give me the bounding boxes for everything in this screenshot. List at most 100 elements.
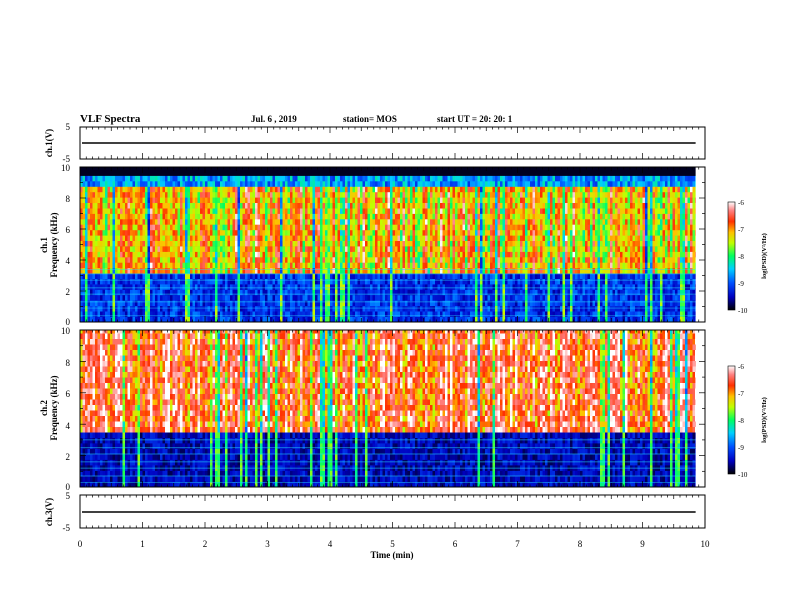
spectrogram-cell (492, 262, 496, 269)
spectrogram-cell (470, 316, 473, 322)
spectrogram-cell (150, 224, 153, 231)
spectrogram-cell (347, 218, 351, 225)
spectrogram-cell (475, 202, 478, 209)
spectrogram-cell (310, 251, 313, 258)
spectrogram-cell (272, 311, 276, 317)
spectrogram-cell (447, 213, 451, 220)
spectrogram-cell (432, 181, 436, 187)
spectrogram-cell (330, 289, 333, 296)
spectrogram-cell (352, 235, 356, 241)
spectrogram-cell (197, 284, 201, 290)
spectrogram-cell (277, 311, 281, 317)
spectrogram-cell (500, 191, 503, 198)
spectrogram-cell (347, 311, 351, 317)
spectrogram-cell (417, 170, 421, 176)
spectrogram-cell (125, 181, 128, 187)
spectrogram-cell (347, 191, 351, 198)
spectrogram-cell (462, 229, 466, 236)
spectrogram-cell (137, 300, 141, 307)
spectrogram-cell (185, 251, 188, 258)
spectrogram-cell (150, 256, 153, 263)
spectrogram-cell (82, 251, 86, 258)
spectrogram-cell (302, 267, 306, 274)
spectrogram-cell (325, 311, 328, 317)
spectrogram-cell (210, 218, 213, 225)
spectrogram-cell (95, 186, 98, 193)
spectrogram-cell (502, 251, 506, 258)
spectrogram-cell (252, 294, 256, 301)
spectrogram-cell (110, 224, 113, 231)
spectrogram-cell (80, 170, 83, 176)
spectrogram-cell (352, 218, 356, 225)
spectrogram-cell (377, 235, 381, 241)
spectrogram-cell (280, 294, 283, 301)
spectrogram-cell (135, 311, 138, 317)
spectrogram-cell (217, 167, 221, 171)
spectrogram-cell (447, 267, 451, 274)
spectrogram-cell (435, 191, 438, 198)
spectrogram-cell (312, 316, 316, 322)
spectrogram-cell (320, 202, 323, 209)
spectrogram-cell (405, 273, 408, 279)
spectrogram-cell (417, 213, 421, 220)
spectrogram-cell (352, 197, 356, 203)
spectrogram-cell (437, 316, 441, 322)
spectrogram-cell (340, 181, 343, 187)
spectrogram-cell (290, 229, 293, 236)
spectrogram-cell (310, 208, 313, 214)
spectrogram-cell (207, 273, 211, 279)
spectrogram-cell (420, 191, 423, 198)
spectrogram-cell (335, 294, 338, 301)
spectrogram-cell (252, 218, 256, 225)
spectrogram-cell (182, 224, 186, 231)
spectrogram-cell (502, 170, 506, 176)
spectrogram-cell (450, 208, 453, 214)
spectrogram-cell (342, 191, 346, 198)
spectrogram-cell (97, 240, 101, 247)
spectrogram-cell (197, 235, 201, 241)
spectrogram-cell (240, 289, 243, 296)
spectrogram-cell (320, 311, 323, 317)
spectrogram-cell (402, 267, 406, 274)
spectrogram-cell (382, 305, 386, 312)
spectrogram-cell (267, 289, 271, 296)
spectrogram-cell (195, 240, 198, 247)
spectrogram-cell (202, 218, 206, 225)
spectrogram-cell (452, 235, 456, 241)
spectrogram-cell (210, 202, 213, 209)
spectrogram-cell (360, 251, 363, 258)
spectrogram-cell (372, 229, 376, 236)
spectrogram-cell (360, 305, 363, 312)
spectrogram-cell (175, 284, 178, 290)
spectrogram-cell (117, 197, 121, 203)
spectrogram-cell (482, 256, 486, 263)
spectrogram-cell (362, 181, 366, 187)
spectrogram-cell (482, 202, 486, 209)
spectrogram-cell (230, 191, 233, 198)
spectrogram-cell (145, 246, 148, 252)
spectrogram-cell (205, 305, 208, 312)
spectrogram-cell (457, 240, 461, 247)
spectrogram-cell (330, 273, 333, 279)
spectrogram-cell (482, 175, 486, 182)
spectrogram-cell (500, 311, 503, 317)
spectrogram-cell (170, 208, 173, 214)
spectrogram-cell (132, 240, 136, 247)
spectrogram-cell (370, 246, 373, 252)
spectrogram-cell (92, 213, 96, 220)
spectrogram-cell (287, 218, 291, 225)
spectrogram-cell (337, 300, 341, 307)
spectrogram-cell (227, 170, 231, 176)
spectrogram-cell (320, 208, 323, 214)
spectrogram-cell (82, 202, 86, 209)
spectrogram-cell (347, 256, 351, 263)
spectrogram-cell (95, 208, 98, 214)
spectrogram-cell (372, 224, 376, 231)
spectrogram-cell (340, 229, 343, 236)
spectrogram-cell (430, 278, 433, 285)
spectrogram-cell (135, 218, 138, 225)
spectrogram-cell (92, 167, 96, 171)
spectrogram-cell (170, 256, 173, 263)
spectrogram-cell (165, 213, 168, 220)
spectrogram-cell (262, 262, 266, 269)
